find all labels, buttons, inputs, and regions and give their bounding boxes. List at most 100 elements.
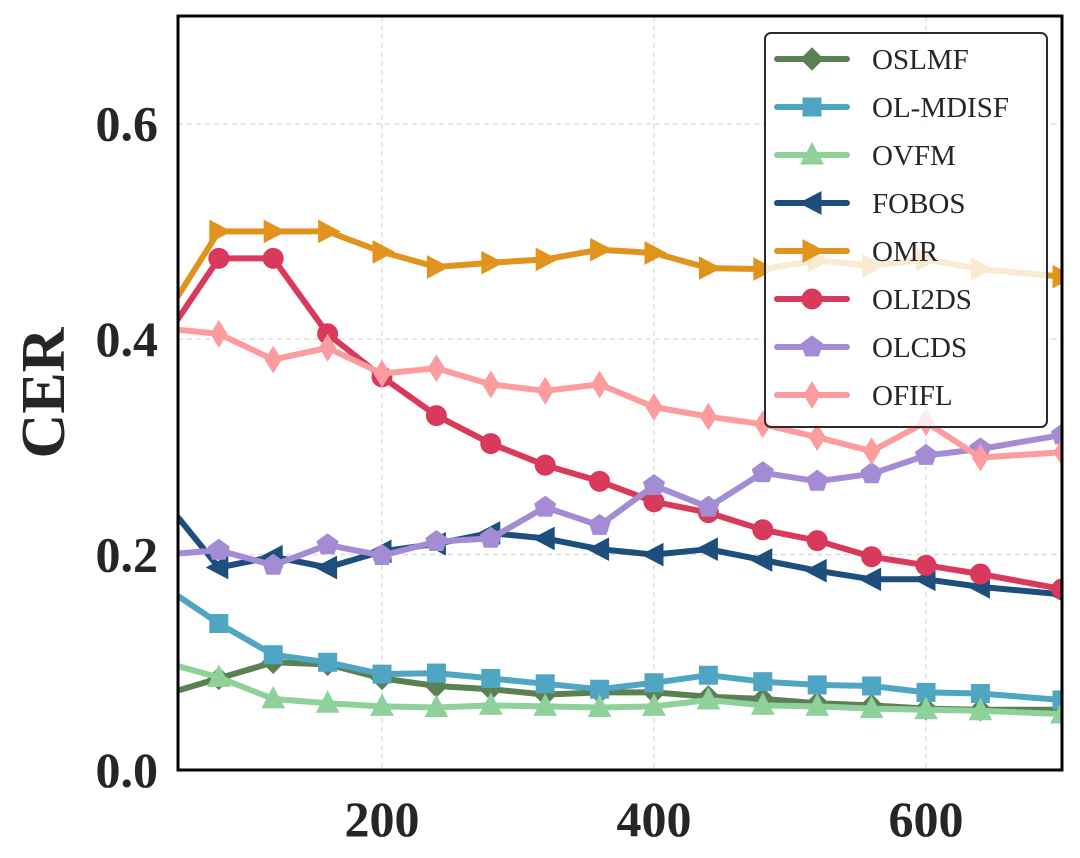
data-point: [314, 555, 338, 580]
data-point: [806, 530, 828, 552]
data-point: [863, 437, 881, 466]
legend-marker: [802, 239, 826, 263]
plot-frame: [176, 14, 1064, 772]
data-point: [644, 673, 664, 693]
data-point: [969, 563, 991, 585]
data-point: [1050, 423, 1062, 445]
data-point: [318, 652, 338, 672]
data-point: [858, 567, 882, 592]
data-point: [861, 546, 883, 568]
data-point: [914, 696, 938, 720]
data-point: [695, 537, 718, 562]
data-point: [262, 553, 285, 575]
legend-item-omr: OMR: [774, 236, 939, 268]
y-tick-label: 0.6: [96, 96, 159, 152]
data-point: [968, 697, 993, 721]
data-point: [804, 558, 827, 583]
data-point: [914, 443, 938, 465]
data-point: [749, 548, 773, 572]
data-point: [209, 219, 232, 244]
legend-label: OLCDS: [872, 332, 967, 364]
data-point: [805, 693, 830, 716]
data-point: [262, 247, 284, 269]
legend-marker: [800, 47, 824, 71]
data-point: [425, 529, 448, 551]
data-point: [640, 542, 664, 567]
data-point: [534, 454, 556, 476]
data-point: [586, 537, 610, 562]
legend-label: OL-MDISF: [872, 92, 1009, 124]
data-point: [263, 219, 287, 244]
legend-label: OFIFL: [872, 380, 953, 412]
data-point: [482, 370, 500, 399]
data-point: [590, 237, 613, 262]
series-layer: [178, 219, 1062, 724]
data-point: [696, 686, 721, 710]
data-point: [589, 470, 611, 492]
legend-marker: [801, 288, 823, 310]
data-point: [478, 692, 503, 715]
legend-item-fobos: FOBOS: [774, 188, 966, 220]
data-point: [587, 694, 612, 717]
data-point: [533, 693, 558, 716]
data-point: [424, 694, 449, 717]
data-point: [481, 250, 504, 275]
legend-label: OLI2DS: [872, 284, 972, 316]
data-point: [264, 345, 282, 374]
data-point: [205, 555, 229, 580]
y-tick-label: 0.2: [96, 527, 159, 583]
legend-label: OMR: [872, 236, 939, 268]
legend-marker: [800, 141, 824, 165]
legend-item-oslmf: OSLMF: [774, 44, 969, 76]
data-point: [480, 433, 502, 455]
legend-item-ol-mdisf: OL-MDISF: [774, 92, 1009, 124]
legend-label: OVFM: [872, 140, 956, 172]
legend-label: FOBOS: [872, 188, 966, 220]
data-point: [862, 676, 882, 696]
y-axis-label: CER: [10, 326, 78, 458]
data-point: [591, 370, 609, 399]
data-point: [1051, 578, 1062, 600]
data-point: [370, 543, 394, 565]
data-point: [859, 695, 884, 719]
legend-marker: [802, 97, 822, 117]
legend-item-olcds: OLCDS: [774, 332, 967, 364]
data-point: [699, 402, 717, 431]
data-point: [373, 359, 391, 388]
data-point: [370, 693, 394, 716]
data-point: [372, 240, 396, 264]
x-axis-ticks: 200 400 600: [345, 791, 964, 847]
data-point: [536, 376, 554, 405]
data-point: [1052, 690, 1062, 710]
data-point: [318, 219, 341, 244]
data-point: [644, 241, 668, 265]
data-point: [319, 333, 337, 362]
data-point: [426, 663, 446, 683]
legend-box: [764, 32, 1048, 428]
data-point: [1053, 438, 1062, 467]
data-point: [316, 533, 339, 555]
legend-label: OSLMF: [872, 44, 969, 76]
data-point: [535, 674, 555, 694]
data-point: [698, 256, 722, 280]
data-point: [806, 469, 829, 491]
series-ovfm: [178, 662, 1062, 724]
data-point: [642, 473, 666, 495]
data-point: [642, 693, 666, 716]
data-point: [481, 668, 501, 688]
data-point: [315, 690, 340, 713]
data-point: [971, 443, 989, 472]
legend-item-ovfm: OVFM: [774, 140, 956, 172]
data-point: [697, 495, 720, 517]
data-point: [532, 526, 555, 551]
y-tick-label: 0.4: [96, 311, 159, 367]
data-point: [425, 405, 447, 427]
legend: OSLMF OL-MDISF OVFM FOBOS OMR OLI2DS OLCDS OFIF…: [764, 32, 1048, 428]
legend-item-ofifl: OFIFL: [774, 380, 953, 412]
data-point: [860, 462, 883, 484]
legend-marker: [803, 381, 821, 409]
x-tick-label: 400: [617, 791, 692, 847]
data-point: [210, 319, 228, 348]
series-ol-mdisf: [178, 592, 1062, 710]
